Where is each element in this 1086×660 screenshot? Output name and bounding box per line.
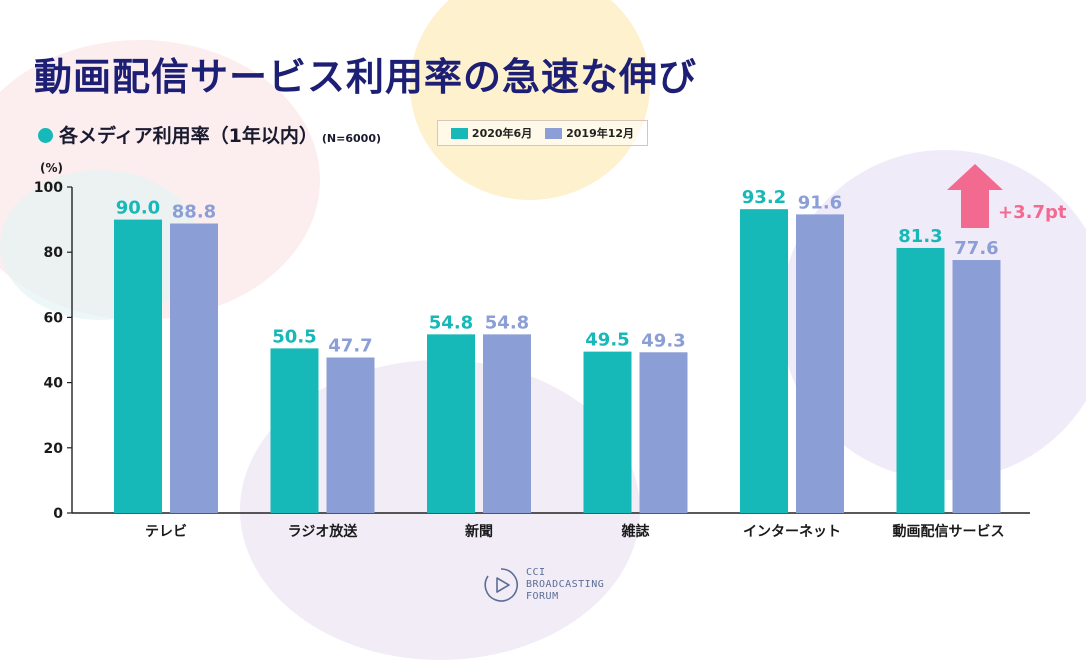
bar [740,209,788,513]
logo-text: CCI BROADCASTING FORUM [526,567,604,603]
logo-line-2: BROADCASTING [526,579,605,590]
sample-size-note: (N=6000) [321,132,381,145]
bar-value-label: 93.2 [742,187,786,208]
bar-value-label: 50.5 [272,326,316,347]
increase-annotation-label: +3.7pt [998,202,1067,223]
x-category-label: 動画配信サービス [893,523,1005,540]
legend-label-2019: 2019年12月 [566,127,635,140]
bar [326,357,375,513]
x-category-label: 雑誌 [621,523,650,540]
y-unit-label: (%) [40,161,63,175]
x-category-label: インターネット [743,524,841,540]
logo-line-1: CCI [526,567,546,578]
bar-value-label: 54.8 [485,312,529,333]
bar-value-label: 49.3 [641,330,685,351]
bar [270,348,319,513]
y-tick-label: 100 [34,180,63,196]
broadcasting-forum-logo: CCI BROADCASTING FORUM [482,566,604,604]
legend-swatch-2020 [450,127,468,139]
bar-value-label: 88.8 [172,202,216,223]
y-tick-label: 60 [44,310,64,326]
chart-legend: 2020年6月 2019年12月 [437,120,648,146]
bar-chart: (%) 0 20 40 60 80 100 テレビ 90.0 88.8 ラジオ放送 50.5 47.7… [34,161,1067,540]
y-tick-label: 80 [44,245,64,261]
bar [952,260,1001,513]
bar [583,351,632,513]
bar-value-label: 77.6 [954,238,998,259]
bar [427,334,475,513]
play-logo-icon [484,568,519,602]
legend-item-2019: 2019年12月 [545,125,634,141]
bar-value-label: 90.0 [116,198,160,219]
bar-value-label: 47.7 [328,335,372,356]
bullet-dot-icon [38,128,53,143]
bar [896,247,945,513]
legend-swatch-2019 [545,127,563,139]
subtitle-text: 各メディア利用率（1年以内） [59,125,318,147]
bar-value-label: 81.3 [898,226,942,247]
bar [796,214,844,513]
bar [483,334,531,513]
bar [114,219,162,513]
x-category-label: 新聞 [465,523,493,540]
legend-item-2020: 2020年6月 [450,125,533,141]
page-title: 動画配信サービス利用率の急速な伸び [34,55,698,99]
y-tick-label: 0 [53,506,63,522]
bar [170,223,218,513]
bar [639,352,688,513]
x-category-label: テレビ [145,524,187,540]
logo-line-3: FORUM [526,591,559,602]
bar-value-label: 54.8 [429,312,473,333]
x-category-label: ラジオ放送 [288,523,359,540]
up-arrow-icon [947,164,1003,228]
y-tick-label: 20 [44,441,64,457]
chart-subtitle: 各メディア利用率（1年以内） (N=6000) [38,121,381,148]
legend-label-2020: 2020年6月 [471,127,533,140]
bar-value-label: 91.6 [798,192,842,213]
bar-value-label: 49.5 [585,330,629,351]
y-tick-label: 40 [44,376,64,392]
